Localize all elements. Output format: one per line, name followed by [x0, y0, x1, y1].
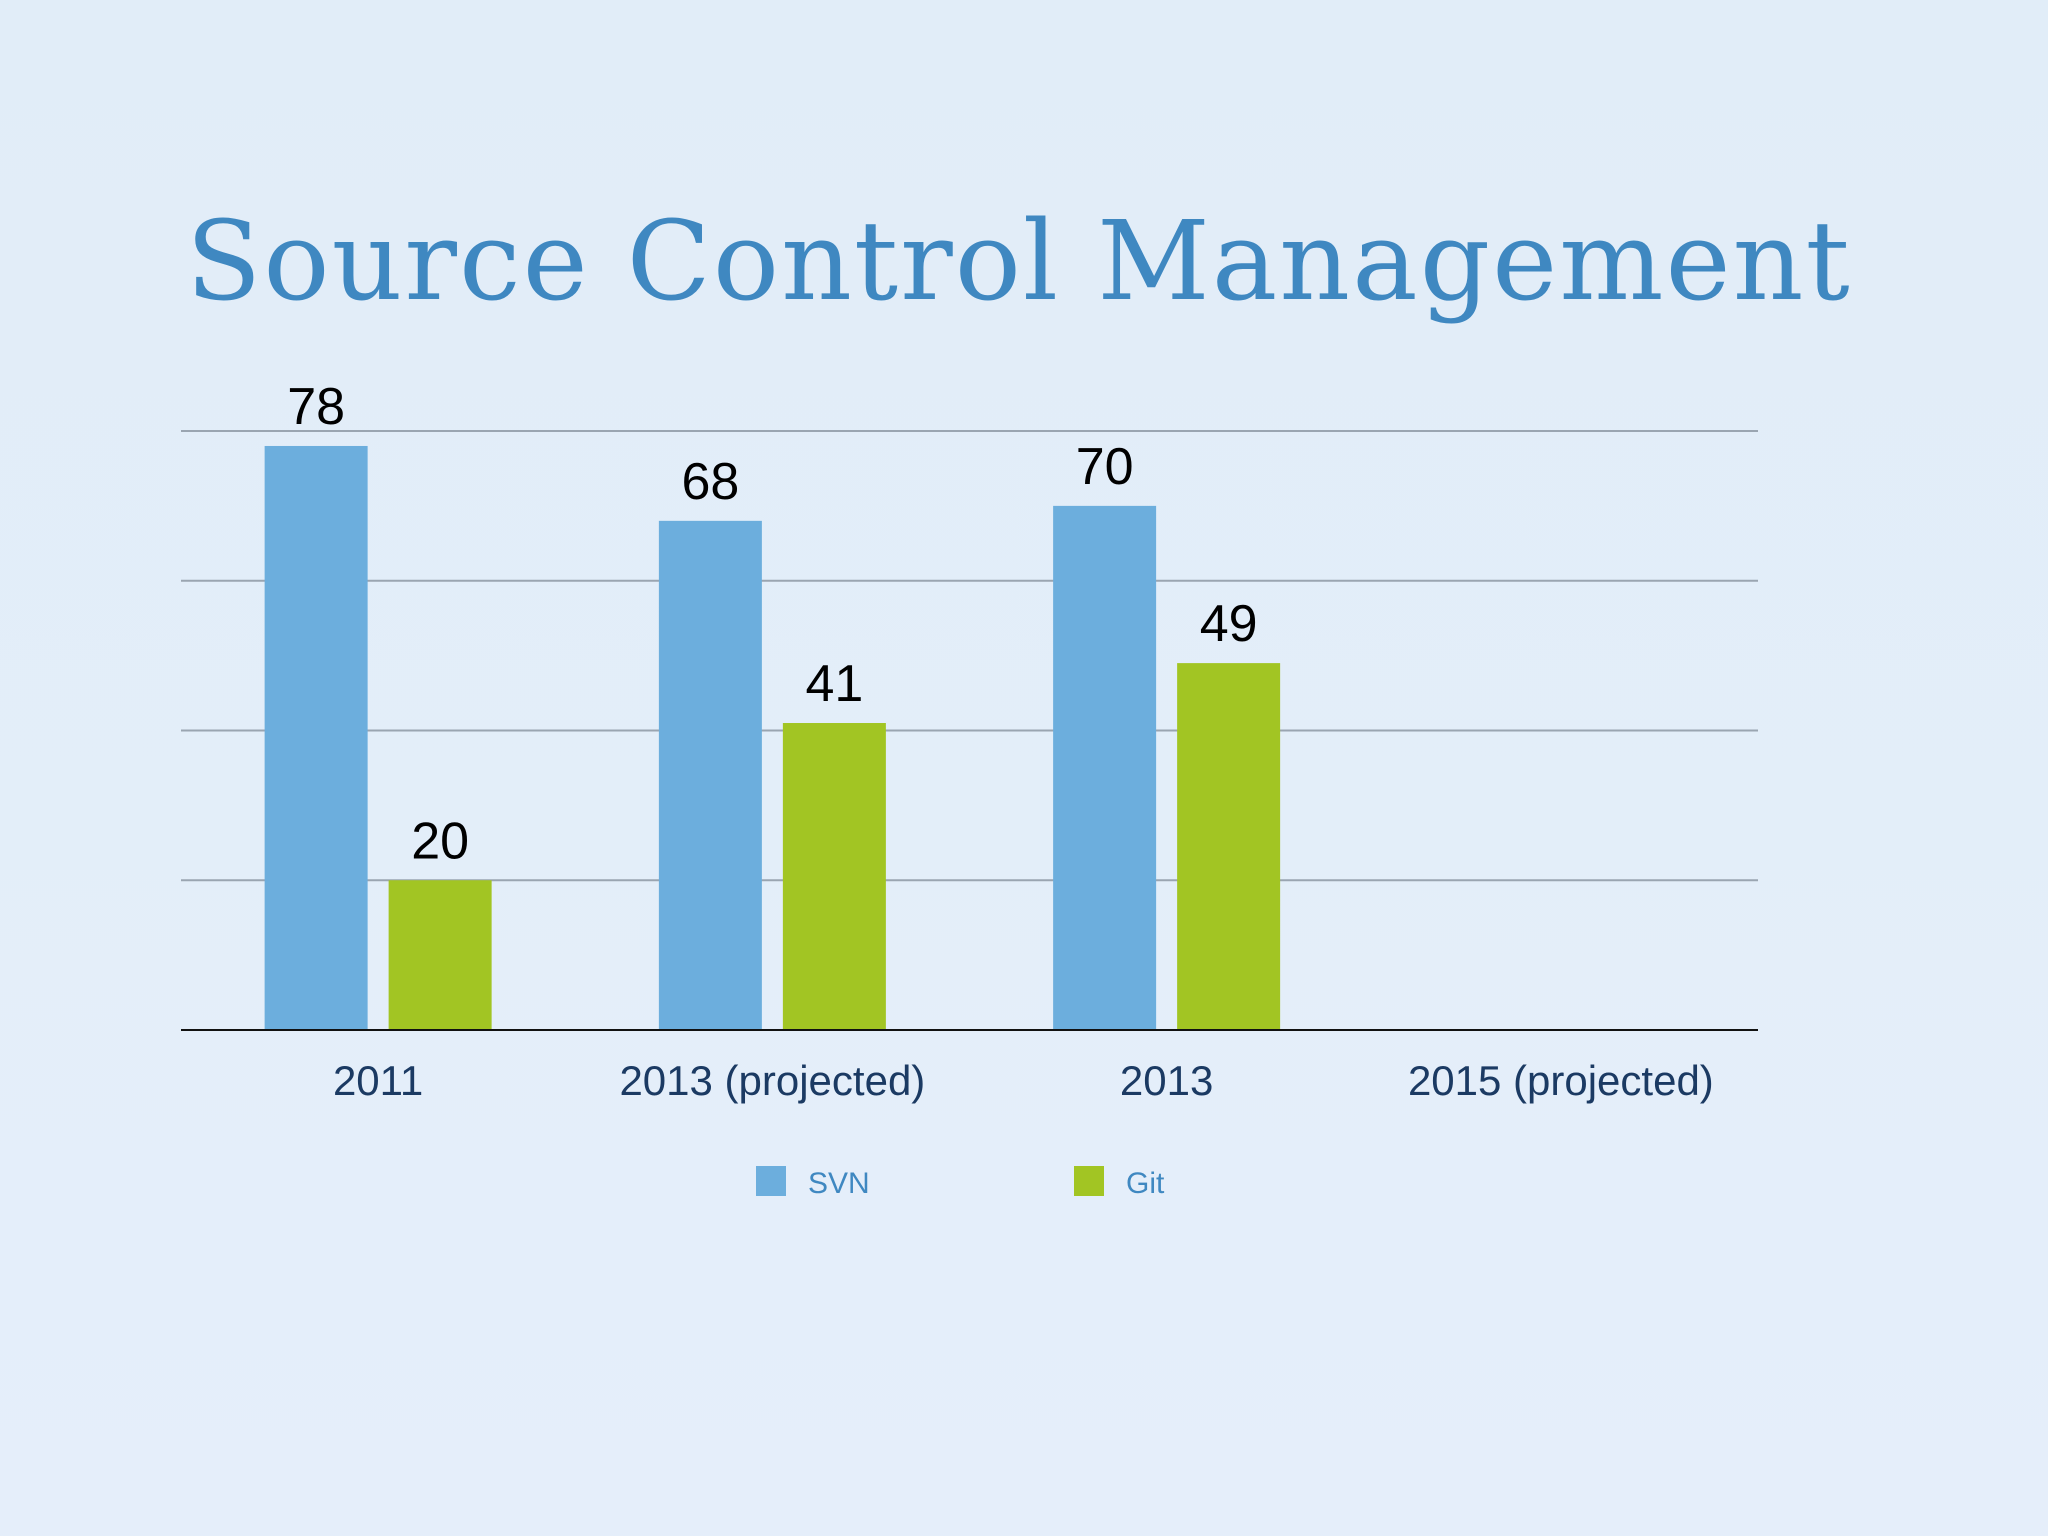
- x-tick-label: 2015 (projected): [1408, 1057, 1714, 1104]
- bar-git: [388, 880, 492, 1030]
- bar-git: [1177, 663, 1281, 1030]
- x-tick-label: 2011: [333, 1057, 423, 1104]
- legend-swatch: [756, 1166, 786, 1196]
- data-label: 49: [1200, 595, 1258, 653]
- legend-label: Git: [1126, 1167, 1165, 1200]
- x-tick-label: 2013 (projected): [619, 1057, 925, 1104]
- data-label: 41: [805, 655, 863, 713]
- data-label: 70: [1076, 438, 1134, 496]
- data-labels: 78 20 68 41 70 49: [287, 378, 1257, 870]
- bar-git: [782, 723, 886, 1030]
- x-tick-label: 2013: [1120, 1057, 1213, 1104]
- legend-swatch: [1074, 1166, 1104, 1196]
- data-label: 78: [287, 378, 345, 436]
- data-label: 20: [411, 812, 469, 870]
- bar-svn: [264, 445, 368, 1031]
- data-label: 68: [681, 453, 739, 511]
- bars: [264, 445, 1281, 1031]
- legend: SVN Git: [756, 1166, 1165, 1200]
- slide-title: Source Control Management: [186, 197, 1852, 325]
- legend-label: SVN: [808, 1167, 870, 1200]
- bar-svn: [1053, 505, 1157, 1030]
- x-tick-labels: 2011 2013 (projected) 2013 2015 (projected): [333, 1057, 1714, 1104]
- bar-svn: [658, 520, 762, 1030]
